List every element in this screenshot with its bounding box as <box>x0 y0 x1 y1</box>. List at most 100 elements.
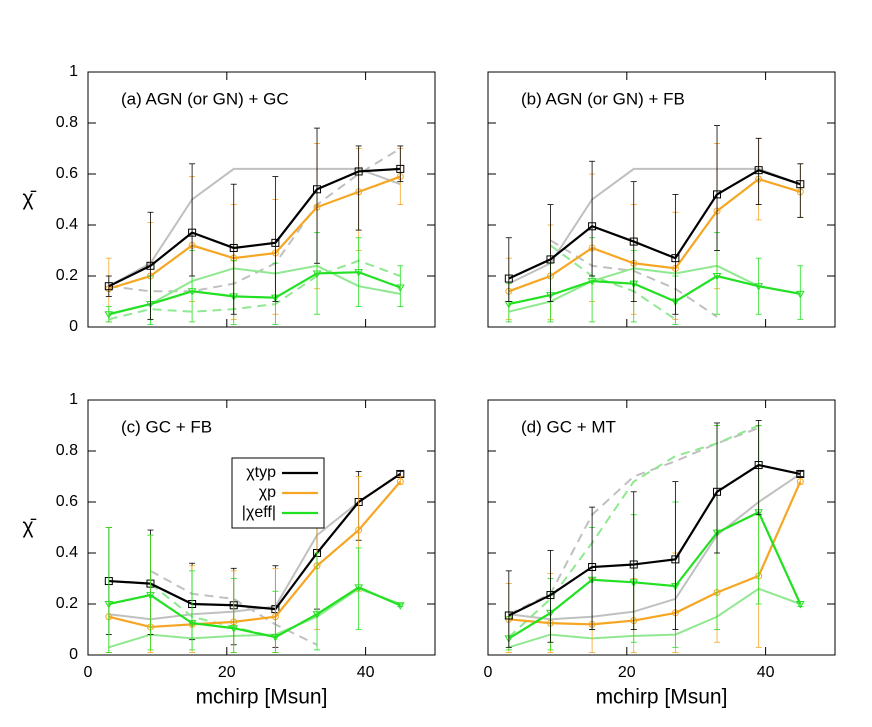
panel-title: (d) GC + MT <box>521 417 616 436</box>
y-tick-label: 0.6 <box>56 493 78 510</box>
series-line <box>508 473 801 621</box>
x-axis-label: mchirp [Msun] <box>196 686 328 709</box>
marker <box>396 478 404 486</box>
y-tick-label: 0 <box>69 318 78 335</box>
y-tick-label: 0.2 <box>56 267 78 284</box>
series-line <box>508 168 801 280</box>
marker <box>104 601 114 609</box>
marker <box>312 611 322 619</box>
marker <box>312 270 322 278</box>
marker <box>271 238 280 247</box>
series-line <box>508 177 801 293</box>
y-tick-label: 0.8 <box>56 442 78 459</box>
x-tick-label: 40 <box>357 664 375 681</box>
legend-label: χtyp <box>246 464 276 481</box>
marker <box>395 602 405 610</box>
series-line <box>108 264 401 316</box>
series-line <box>508 510 802 640</box>
marker <box>354 584 364 592</box>
series-line <box>149 569 318 646</box>
y-tick-label: 0.4 <box>56 544 78 561</box>
marker <box>629 237 638 246</box>
series-line <box>508 264 801 313</box>
y-tick-label: 0.4 <box>56 216 78 233</box>
marker <box>271 634 280 642</box>
series-line <box>108 175 401 290</box>
marker <box>588 222 597 231</box>
marker <box>188 228 197 237</box>
y-tick-label: 0 <box>69 646 78 663</box>
plot-frame <box>487 71 836 328</box>
y-tick-label: 1 <box>69 63 78 80</box>
marker <box>754 283 764 291</box>
marker <box>313 185 322 194</box>
marker <box>588 563 597 572</box>
marker <box>754 166 763 175</box>
marker <box>504 274 513 283</box>
plot-frame <box>87 71 436 328</box>
y-axis-label: χ̄ <box>22 187 36 210</box>
marker <box>587 278 597 286</box>
series-line <box>508 481 802 626</box>
series-line <box>108 259 401 321</box>
marker <box>104 311 114 319</box>
series-line <box>108 473 401 611</box>
marker <box>146 261 155 270</box>
marker <box>712 273 722 281</box>
y-axis-label: χ̄ <box>22 515 36 538</box>
marker <box>546 591 555 600</box>
y-tick-label: 0.2 <box>56 595 78 612</box>
series-line <box>108 586 401 639</box>
panel-title: (a) AGN (or GN) + GC <box>121 89 289 108</box>
x-tick-label: 20 <box>218 664 236 681</box>
panel-title: (c) GC + FB <box>121 417 212 436</box>
marker <box>104 282 113 291</box>
series-line <box>108 480 402 629</box>
series-line <box>108 167 401 288</box>
series-line <box>108 271 401 316</box>
marker <box>671 254 680 263</box>
series-line <box>108 147 401 293</box>
marker <box>146 592 155 600</box>
x-tick-label: 0 <box>84 664 93 681</box>
marker <box>713 487 722 496</box>
series-line <box>108 587 401 649</box>
marker <box>546 255 555 264</box>
y-tick-label: 0.6 <box>56 165 78 182</box>
marker <box>754 461 763 470</box>
marker <box>671 555 680 564</box>
marker <box>355 526 363 534</box>
panel-title: (b) AGN (or GN) + FB <box>521 89 685 108</box>
x-tick-label: 0 <box>484 664 493 681</box>
legend-label: |χeff| <box>242 504 276 521</box>
series-line <box>108 167 401 288</box>
x-tick-label: 20 <box>618 664 636 681</box>
marker <box>229 243 238 252</box>
marker <box>795 601 805 609</box>
x-axis-label: mchirp [Msun] <box>596 686 728 709</box>
plot-frame <box>87 399 436 656</box>
series-line <box>508 463 801 617</box>
marker <box>795 290 805 299</box>
marker <box>713 190 722 199</box>
marker <box>354 167 363 176</box>
plot-frame <box>487 399 836 656</box>
marker <box>229 625 239 633</box>
marker <box>629 560 638 569</box>
series-line <box>108 473 401 621</box>
marker <box>796 478 804 486</box>
x-tick-label: 40 <box>757 664 775 681</box>
series-line <box>549 244 676 321</box>
marker <box>187 620 197 628</box>
y-tick-label: 0.8 <box>56 114 78 131</box>
series-line <box>508 274 801 306</box>
marker <box>396 164 405 173</box>
marker <box>504 611 513 620</box>
marker <box>395 284 405 292</box>
series-line <box>508 587 801 649</box>
marker <box>796 180 805 189</box>
marker <box>796 469 805 478</box>
marker <box>354 269 364 277</box>
y-tick-label: 1 <box>69 391 78 408</box>
